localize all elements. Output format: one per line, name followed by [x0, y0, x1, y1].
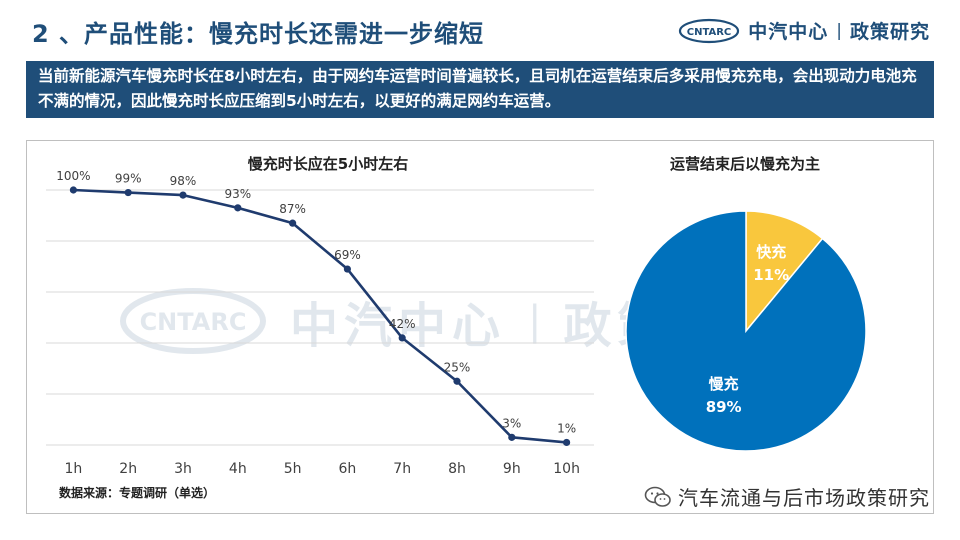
page-title: 2 、产品性能：慢充时长还需进一步缩短: [32, 20, 485, 48]
slice-value-label: 11%: [753, 266, 789, 284]
footer-brand: 汽车流通与后市场政策研究: [644, 482, 930, 511]
data-label: 99%: [115, 172, 142, 186]
data-point: [234, 204, 242, 212]
data-point: [508, 433, 516, 441]
footer-text: 汽车流通与后市场政策研究: [678, 486, 930, 510]
data-label: 100%: [56, 169, 90, 183]
data-point: [563, 438, 571, 447]
slice-label: 快充: [756, 243, 786, 261]
summary-banner: 当前新能源汽车慢充时长在8小时左右，由于网约车运营时间普遍较长，且司机在运营结束…: [26, 61, 934, 118]
brand-name: 中汽中心: [748, 21, 829, 43]
x-tick-label: 6h: [339, 461, 357, 477]
data-label: 1%: [557, 421, 576, 435]
data-point: [289, 219, 297, 227]
x-tick-label: 1h: [65, 461, 83, 477]
data-point: [69, 186, 77, 194]
data-label: 3%: [502, 416, 521, 430]
x-tick-label: 5h: [284, 461, 302, 477]
x-tick-label: 2h: [119, 461, 137, 477]
slice-label: 慢充: [709, 375, 739, 393]
slice-value-label: 89%: [706, 398, 742, 416]
x-tick-label: 7h: [393, 461, 411, 477]
pie-slice: [745, 210, 824, 334]
x-tick-label: 10h: [553, 461, 580, 477]
x-tick-label: 9h: [503, 461, 521, 477]
line-chart-title: 慢充时长应在5小时左右: [247, 155, 409, 173]
series-line: [73, 188, 567, 444]
brand-subtitle: 政策研究: [849, 21, 930, 43]
x-tick-label: 8h: [448, 461, 466, 477]
data-point: [343, 265, 351, 273]
svg-text:CNTARC: CNTARC: [687, 27, 732, 38]
data-source-note: 数据来源：专题调研（单选）: [59, 486, 216, 500]
data-point: [398, 334, 406, 342]
pie-chart-title: 运营结束后以慢充为主: [669, 155, 820, 173]
x-tick-label: 4h: [229, 461, 247, 477]
cntarc-logo: CNTARC: [679, 18, 740, 43]
wechat-icon: [644, 486, 671, 507]
data-label: 87%: [279, 202, 306, 216]
data-label: 25%: [444, 360, 471, 374]
data-label: 42%: [389, 317, 416, 331]
data-label: 93%: [224, 187, 251, 201]
data-point: [179, 191, 187, 199]
pie-slice: [625, 210, 867, 452]
data-label: 98%: [170, 174, 197, 188]
brand-separator: |: [836, 20, 842, 41]
data-label: 69%: [334, 248, 361, 262]
data-point: [453, 377, 461, 385]
brand-header: CNTARC 中汽中心 | 政策研究: [678, 17, 930, 44]
x-tick-label: 3h: [174, 461, 192, 477]
data-point: [124, 188, 132, 197]
